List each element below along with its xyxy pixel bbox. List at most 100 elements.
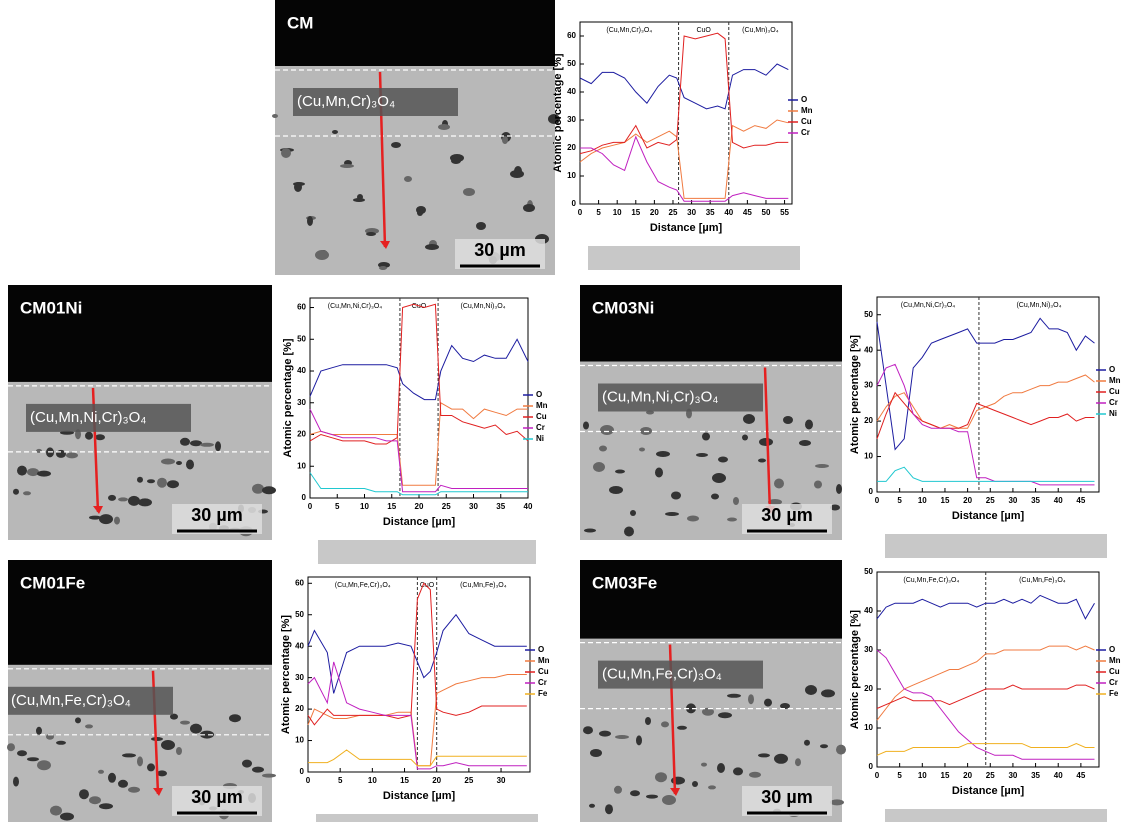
phase-label: (Cu,Mn,Ni,Cr)₃O₄ <box>602 388 718 405</box>
x-tick-label: 15 <box>941 496 950 505</box>
y-tick-label: 40 <box>864 345 873 354</box>
y-tick-label: 40 <box>567 87 576 96</box>
pore <box>743 414 755 424</box>
series-line <box>309 338 529 401</box>
x-tick-label: 5 <box>596 208 601 217</box>
x-tick-label: 5 <box>897 771 902 780</box>
pore <box>583 421 589 430</box>
pore <box>252 766 264 773</box>
pore <box>599 730 611 737</box>
image-strip <box>318 540 536 564</box>
y-tick-label: 20 <box>864 416 873 425</box>
pore <box>200 442 214 447</box>
pore <box>176 747 182 755</box>
series-line <box>309 303 529 445</box>
pore <box>600 425 614 435</box>
pore <box>13 488 19 495</box>
pore <box>805 419 813 430</box>
pore <box>821 689 835 698</box>
pore <box>783 416 793 424</box>
x-tick-label: 0 <box>306 776 311 785</box>
pore <box>50 805 62 816</box>
pore <box>599 445 607 452</box>
region-label: (Cu,Mn,Ni)₃O₄ <box>1016 302 1061 309</box>
pore <box>170 713 178 720</box>
x-tick-label: 50 <box>762 208 771 217</box>
x-tick-label: 45 <box>743 208 752 217</box>
pore <box>615 735 629 739</box>
legend-label: O <box>536 390 542 399</box>
legend-label: Cr <box>536 423 545 432</box>
pore <box>89 796 101 805</box>
pore <box>702 432 710 441</box>
x-tick-label: 30 <box>497 776 506 785</box>
x-tick-label: 20 <box>650 208 659 217</box>
pore <box>665 512 679 516</box>
pore <box>315 250 329 260</box>
pore <box>186 459 194 470</box>
pore <box>85 724 93 729</box>
y-tick-label: 10 <box>297 461 306 470</box>
region-label: (Cu,Mn)₃O₄ <box>742 27 779 34</box>
series-line <box>308 749 527 767</box>
x-tick-label: 35 <box>1031 771 1040 780</box>
phase-label-bg <box>598 660 763 689</box>
series-line <box>876 317 1095 451</box>
y-tick-label: 50 <box>295 610 304 619</box>
pore <box>615 469 625 474</box>
y-tick-label: 50 <box>297 334 306 343</box>
x-tick-label: 35 <box>706 208 715 217</box>
pore <box>122 753 136 758</box>
phase-label-bg <box>293 88 458 116</box>
x-axis-label: Distance [µm] <box>952 785 1025 797</box>
arrow-head <box>93 506 103 514</box>
x-tick-label: 25 <box>464 776 473 785</box>
pore <box>804 739 810 746</box>
legend-label: Mn <box>801 106 813 115</box>
x-tick-label: 30 <box>687 208 696 217</box>
series-line <box>307 613 527 694</box>
x-tick-label: 40 <box>524 502 533 511</box>
legend-label: Cu <box>1109 667 1120 676</box>
plot-frame <box>307 576 531 773</box>
micrograph-label: CM01Fe <box>20 573 85 592</box>
legend-label: Cu <box>1109 387 1120 396</box>
pore <box>584 528 596 533</box>
pore <box>656 451 670 457</box>
pore <box>830 504 840 511</box>
y-tick-label: 30 <box>295 673 304 682</box>
region-label: (Cu,Mn,Fe,Cr)₃O₄ <box>335 582 391 589</box>
series-line <box>307 661 527 770</box>
x-tick-label: 5 <box>335 502 340 511</box>
y-tick-label: 30 <box>864 381 873 390</box>
pore <box>655 467 663 478</box>
pore <box>98 769 104 774</box>
pore <box>37 760 51 771</box>
region-label: (Cu,Mn,Ni)₃O₄ <box>461 303 506 310</box>
pore <box>161 740 175 750</box>
pore <box>27 757 39 762</box>
pore <box>749 771 761 778</box>
pore <box>108 494 116 501</box>
legend-label: O <box>801 95 807 104</box>
phase-label: (Cu,Mn,Fe,Cr)₃O₄ <box>11 692 131 709</box>
y-tick-label: 10 <box>864 723 873 732</box>
pore <box>294 182 302 192</box>
pore <box>630 510 636 516</box>
pore <box>157 770 167 777</box>
phase-label-bg <box>598 383 763 412</box>
legend-label: Mn <box>538 656 550 665</box>
x-tick-label: 40 <box>1054 496 1063 505</box>
pore <box>661 721 669 728</box>
pore <box>215 441 221 452</box>
legend-label: Cr <box>1109 398 1118 407</box>
pore <box>696 453 708 457</box>
x-axis-label: Distance [µm] <box>952 510 1025 522</box>
region-label: (Cu,Mn,Fe,Cr)₃O₄ <box>903 577 959 584</box>
series-line <box>876 594 1095 620</box>
pore <box>200 730 214 739</box>
pore <box>759 438 773 446</box>
x-tick-label: 40 <box>1054 771 1063 780</box>
region-label: CuO <box>420 582 435 589</box>
